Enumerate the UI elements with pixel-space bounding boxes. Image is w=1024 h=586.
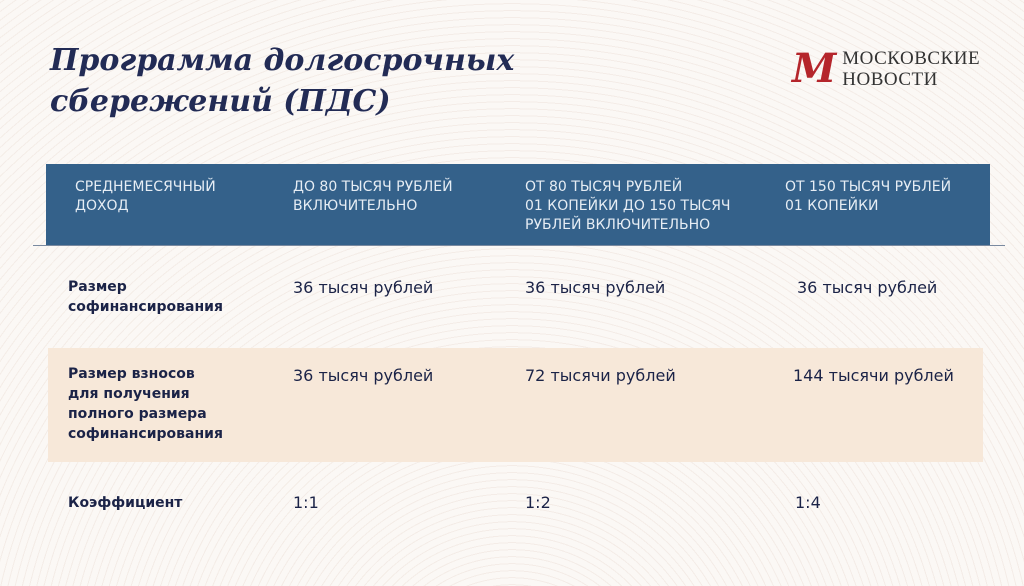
logo-mark: М: [792, 45, 837, 92]
header-cell-80k-150k: От 80 тысяч рублей 01 копейки до 150 тыся…: [525, 179, 731, 233]
page-title: Программа долгосрочных сбережений (ПДС): [50, 40, 514, 122]
title-line: сбережений (ПДС): [50, 84, 391, 119]
row-label: Размер софинансирования: [68, 279, 223, 315]
table-header: [46, 164, 990, 245]
table-cell: 1:1: [293, 493, 319, 512]
table-cell: 36 тысяч рублей: [293, 366, 434, 385]
row-label: Размер взносов для получения полного разме…: [68, 366, 223, 442]
logo-line: МОСКОВСКИЕ: [842, 48, 981, 69]
table-cell: 36 тысяч рублей: [293, 278, 434, 297]
table-row-shaded: [48, 348, 983, 462]
logo: М МОСКОВСКИЕ НОВОСТИ: [792, 48, 980, 90]
table-cell: 36 тысяч рублей: [797, 278, 938, 297]
header-cell-income: Среднемесячный доход: [75, 179, 216, 214]
title-line: Программа долгосрочных: [50, 43, 515, 78]
table-cell: 144 тысячи рублей: [793, 366, 954, 385]
header-cell-over-150k: От 150 тысяч рублей 01 копейки: [785, 179, 952, 214]
table-cell: 72 тысячи рублей: [525, 366, 676, 385]
table-cell: 1:4: [795, 493, 821, 512]
table-cell: 1:2: [525, 493, 551, 512]
row-label: Коэффициент: [68, 495, 183, 511]
logo-name: МОСКОВСКИЕ НОВОСТИ: [842, 48, 980, 90]
table-cell: 36 тысяч рублей: [525, 278, 666, 297]
logo-line: НОВОСТИ: [842, 69, 938, 90]
divider: [33, 245, 1005, 246]
header-cell-up-to-80k: До 80 тысяч рублей включительно: [293, 179, 453, 214]
